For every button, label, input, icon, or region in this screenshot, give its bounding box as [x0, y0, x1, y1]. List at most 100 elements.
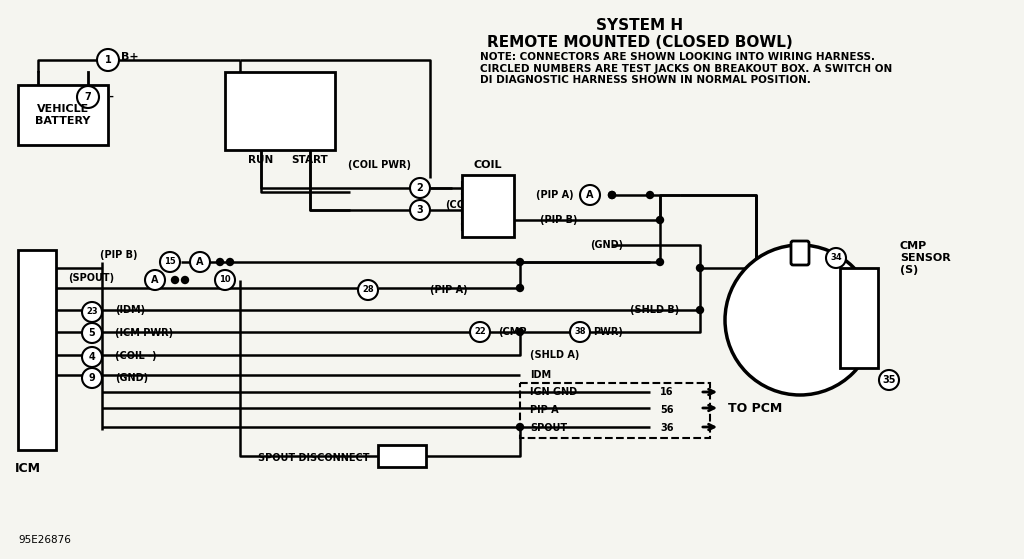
Circle shape: [77, 86, 99, 108]
Text: SPOUT: SPOUT: [530, 423, 567, 433]
Circle shape: [145, 270, 165, 290]
Bar: [20, 318, 54, 338]
Text: NOTE: CONNECTORS ARE SHOWN LOOKING INTO WIRING HARNESS.
CIRCLED NUMBERS ARE TEST: NOTE: CONNECTORS ARE SHOWN LOOKING INTO …: [480, 52, 892, 85]
Bar: [462, 194, 478, 206]
Circle shape: [267, 123, 278, 133]
Text: (ICM PWR): (ICM PWR): [115, 328, 173, 338]
Bar: [843, 322, 857, 338]
Text: 22: 22: [474, 328, 485, 337]
Circle shape: [470, 322, 490, 342]
Text: (CMP: (CMP: [498, 327, 526, 337]
Text: ICM: ICM: [15, 462, 41, 475]
Text: 6: 6: [847, 303, 853, 313]
Text: 35: 35: [883, 375, 896, 385]
Text: (PIP A): (PIP A): [430, 285, 468, 295]
Circle shape: [358, 280, 378, 300]
Text: IGN GND: IGN GND: [530, 387, 578, 397]
Circle shape: [216, 258, 223, 266]
Text: 56: 56: [660, 405, 674, 415]
Text: 5: 5: [89, 328, 95, 338]
Text: B-: B-: [101, 92, 114, 102]
Text: COIL: COIL: [474, 160, 502, 170]
Bar: [18, 85, 108, 145]
Bar: [862, 344, 876, 360]
Text: 5: 5: [34, 293, 41, 303]
Bar: [18, 250, 56, 450]
Circle shape: [725, 245, 874, 395]
Bar: [462, 218, 478, 230]
Bar: [378, 445, 426, 467]
Text: 8: 8: [847, 347, 853, 357]
Bar: [862, 322, 876, 338]
Text: 9: 9: [89, 373, 95, 383]
Circle shape: [171, 277, 178, 283]
Bar: [20, 408, 54, 428]
Circle shape: [826, 248, 846, 268]
Circle shape: [516, 285, 523, 291]
Text: 3: 3: [34, 353, 41, 363]
Circle shape: [696, 306, 703, 314]
Text: 23: 23: [86, 307, 98, 316]
Bar: [843, 344, 857, 360]
Circle shape: [580, 185, 600, 205]
Bar: [840, 268, 878, 368]
Text: 1: 1: [865, 281, 872, 291]
Circle shape: [516, 329, 523, 335]
Circle shape: [608, 192, 615, 198]
Bar: [384, 449, 392, 461]
FancyBboxPatch shape: [791, 241, 809, 265]
Text: 1: 1: [104, 55, 112, 65]
Circle shape: [410, 200, 430, 220]
Circle shape: [696, 264, 703, 272]
Text: 6: 6: [34, 263, 41, 273]
Text: 7: 7: [847, 325, 853, 335]
Text: 10: 10: [219, 276, 230, 285]
Text: (GND): (GND): [115, 373, 148, 383]
Circle shape: [82, 347, 102, 367]
Text: (PIP A): (PIP A): [537, 190, 574, 200]
Text: (IDM): (IDM): [115, 305, 145, 315]
Circle shape: [516, 258, 523, 266]
Circle shape: [82, 323, 102, 343]
Circle shape: [82, 368, 102, 388]
Text: SYSTEM H
REMOTE MOUNTED (CLOSED BOWL): SYSTEM H REMOTE MOUNTED (CLOSED BOWL): [487, 18, 793, 50]
Text: 95E26876: 95E26876: [18, 535, 71, 545]
Circle shape: [879, 370, 899, 390]
Text: (COIL -): (COIL -): [115, 351, 157, 361]
Bar: [20, 288, 54, 308]
Bar: [225, 72, 335, 150]
Text: PWR): PWR): [593, 327, 623, 337]
Text: 34: 34: [830, 253, 842, 263]
Circle shape: [410, 178, 430, 198]
Circle shape: [570, 322, 590, 342]
Text: 7: 7: [85, 92, 91, 102]
Text: 4: 4: [865, 347, 872, 357]
Circle shape: [190, 252, 210, 272]
Bar: [20, 258, 54, 278]
Text: START: START: [292, 155, 329, 165]
Text: IDM: IDM: [530, 370, 551, 380]
Text: (SPOUT): (SPOUT): [68, 273, 114, 283]
Text: (COIL PWR): (COIL PWR): [348, 160, 412, 170]
Circle shape: [97, 49, 119, 71]
Text: B+: B+: [121, 52, 138, 62]
Bar: [398, 449, 406, 461]
Bar: [412, 449, 420, 461]
Circle shape: [646, 192, 653, 198]
Bar: [862, 300, 876, 316]
Circle shape: [290, 123, 300, 133]
Text: (SHLD B): (SHLD B): [630, 305, 679, 315]
Bar: [843, 300, 857, 316]
Text: 3: 3: [865, 325, 872, 335]
Bar: [462, 182, 478, 194]
Text: RUN: RUN: [249, 155, 273, 165]
Text: 1: 1: [34, 413, 41, 423]
Text: A: A: [587, 190, 594, 200]
Text: 5: 5: [847, 281, 853, 291]
Bar: [862, 278, 876, 294]
Text: CMP
SENSOR
(S): CMP SENSOR (S): [900, 241, 950, 274]
Text: 2: 2: [34, 383, 41, 393]
Text: 28: 28: [362, 286, 374, 295]
Text: (COIL-): (COIL-): [445, 200, 483, 210]
Circle shape: [656, 216, 664, 224]
